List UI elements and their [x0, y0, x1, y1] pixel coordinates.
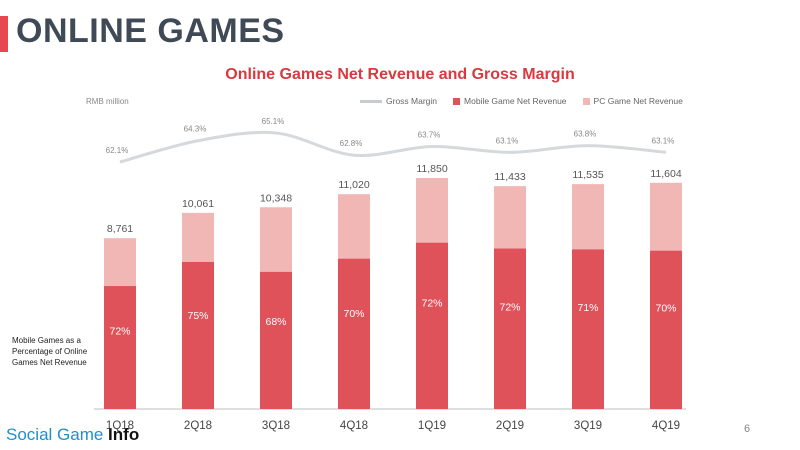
total-label: 11,535: [572, 169, 603, 181]
gross-margin-line: [119, 130, 667, 164]
x-tick-label: 1Q18: [106, 420, 134, 432]
x-tick-label: 3Q19: [574, 420, 602, 432]
bar-pc: [182, 212, 214, 262]
bar-mobile: [104, 286, 136, 409]
bar-pc: [416, 178, 448, 243]
gross-margin-label: 63.1%: [652, 136, 675, 145]
mobile-share-label: 71%: [577, 302, 598, 314]
gross-margin-label: 63.8%: [574, 130, 597, 139]
x-tick-label: 4Q19: [652, 420, 680, 432]
bar-mobile: [182, 261, 214, 409]
page-title: ONLINE GAMES: [16, 12, 285, 50]
bar-pc: [338, 194, 370, 259]
legend-label-mobile: Mobile Game Net Revenue: [464, 96, 567, 106]
legend-label-gross-margin: Gross Margin: [386, 96, 438, 106]
x-tick-label: 2Q19: [496, 420, 524, 432]
bar-mobile: [338, 258, 370, 409]
total-label: 10,348: [260, 192, 292, 204]
watermark: Social Game Info: [6, 425, 139, 445]
mobile-share-label: 70%: [655, 303, 676, 315]
chart-title: Online Games Net Revenue and Gross Margi…: [225, 66, 575, 83]
bar-mobile: [260, 271, 292, 409]
legend: Gross Margin Mobile Game Net Revenue PC …: [360, 96, 683, 106]
total-label: 11,850: [416, 163, 447, 175]
total-label: 11,604: [650, 168, 681, 180]
gross-margin-label: 63.7%: [418, 131, 441, 140]
legend-swatch-mobile-icon: [453, 97, 461, 105]
mobile-share-label: 72%: [421, 298, 442, 310]
bar-pc: [572, 184, 604, 250]
watermark-text: Social Game: [6, 425, 109, 444]
mobile-share-label: 70%: [343, 308, 364, 320]
page-number: 6: [744, 423, 751, 435]
bar-mobile: [494, 248, 526, 409]
legend-item-pc: PC Game Net Revenue: [582, 96, 683, 106]
total-label: 10,061: [182, 198, 214, 210]
bar-mobile: [416, 242, 448, 409]
gross-margin-label: 63.1%: [496, 136, 519, 145]
gross-margin-label: 62.8%: [340, 139, 363, 148]
x-tick-label: 2Q18: [184, 420, 212, 432]
bar-pc: [494, 186, 526, 249]
bar-mobile: [650, 250, 682, 409]
mobile-share-label: 75%: [187, 310, 208, 322]
x-tick-label: 3Q18: [262, 420, 290, 432]
x-tick-label: 1Q19: [418, 420, 446, 432]
side-note: Mobile Games as a Percentage of Online G…: [12, 336, 88, 367]
bar-pc: [104, 238, 136, 287]
legend-line-icon: [360, 99, 382, 103]
gross-margin-label: 64.3%: [184, 125, 207, 134]
unit-label: RMB million: [86, 97, 129, 106]
legend-item-gross-margin: Gross Margin: [360, 96, 437, 106]
legend-label-pc: PC Game Net Revenue: [593, 96, 683, 106]
gross-margin-label: 62.1%: [106, 146, 129, 155]
mobile-share-label: 68%: [265, 316, 286, 328]
mobile-share-label: 72%: [499, 301, 520, 313]
gross-margin-label: 65.1%: [262, 117, 285, 126]
watermark-brand: Info: [108, 425, 140, 444]
x-tick-label: 4Q18: [340, 420, 368, 432]
bar-pc: [650, 182, 682, 251]
legend-item-mobile: Mobile Game Net Revenue: [453, 96, 567, 106]
total-label: 8,761: [107, 223, 133, 235]
bar-pc: [260, 207, 292, 272]
legend-swatch-pc-icon: [582, 97, 590, 105]
bar-mobile: [572, 249, 604, 409]
total-label: 11,020: [338, 179, 369, 191]
total-label: 11,433: [494, 171, 525, 183]
mobile-share-label: 72%: [109, 325, 130, 337]
title-accent-bar: [0, 16, 8, 52]
